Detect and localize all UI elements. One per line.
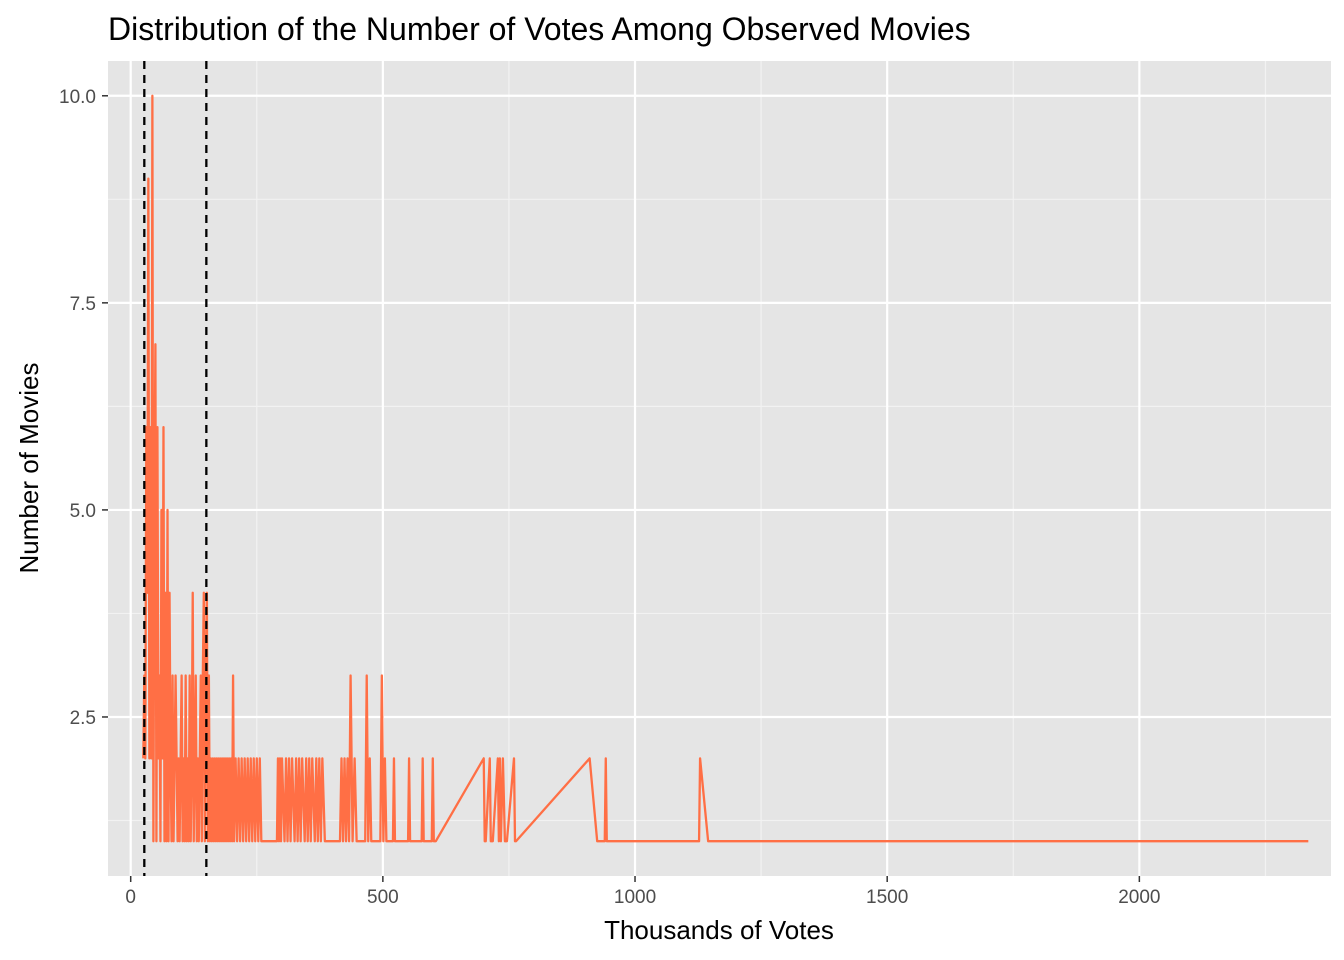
y-tick-label: 7.5: [70, 294, 96, 315]
plot-panel: [108, 61, 1331, 876]
chart-title: Distribution of the Number of Votes Amon…: [108, 11, 971, 47]
x-tick-label: 0: [125, 887, 136, 908]
x-tick-label: 1000: [614, 887, 656, 908]
x-tick-label: 1500: [866, 887, 908, 908]
x-axis: 0 500 1000 1500 2000: [125, 876, 1160, 908]
series-line: [142, 94, 1309, 843]
y-tick-label: 10.0: [59, 87, 96, 108]
y-tick-label: 5.0: [70, 501, 96, 522]
y-axis-title: Number of Movies: [14, 363, 44, 574]
x-tick-label: 2000: [1118, 887, 1160, 908]
y-axis: 2.5 5.0 7.5 10.0: [59, 87, 108, 729]
major-gridlines: [108, 61, 1331, 876]
reference-lines: [143, 61, 208, 876]
x-tick-label: 500: [367, 887, 399, 908]
series-layer: [142, 94, 1309, 843]
x-axis-title: Thousands of Votes: [604, 915, 834, 945]
y-tick-label: 2.5: [70, 708, 96, 729]
